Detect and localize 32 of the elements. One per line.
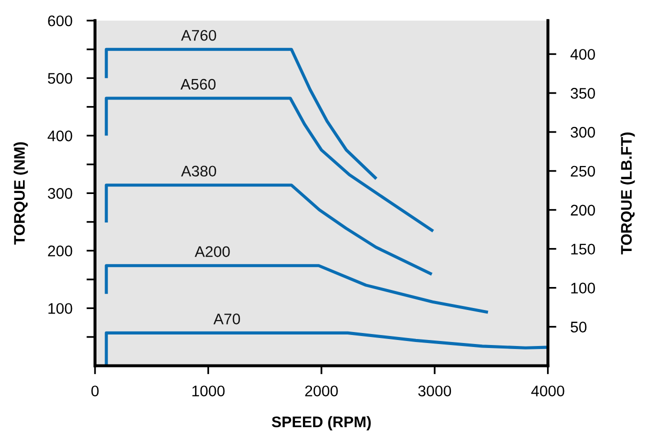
y2-tick-label: 350: [570, 88, 595, 99]
y-tick-label: 100: [48, 303, 72, 314]
line-series: [104, 184, 434, 276]
line-series: [104, 48, 378, 180]
y2-tick-label: 100: [571, 282, 595, 294]
y2-tick-label: 150: [571, 244, 595, 255]
x-tick-label: 2000: [305, 386, 338, 396]
series-label: A760: [181, 30, 216, 41]
y2-axis-title: TORQUE (LB.FT): [620, 132, 635, 254]
line-series: [104, 264, 490, 314]
line-series: [104, 96, 435, 233]
y-tick-label: 300: [48, 188, 72, 199]
series-label: A380: [181, 166, 216, 177]
y2-tick-label: 50: [570, 322, 586, 332]
y2-tick-label: 200: [570, 204, 595, 216]
x-tick-label: 3000: [418, 386, 452, 396]
x-tick-label: 4000: [531, 386, 564, 396]
x-tick-label: 0: [91, 386, 99, 396]
series-label: A70: [213, 314, 240, 324]
y-tick-label: 500: [48, 72, 72, 84]
series-label: A560: [180, 78, 216, 90]
line-series: [104, 331, 548, 366]
x-tick-label: 1000: [192, 386, 225, 396]
y-tick-label: 400: [48, 130, 72, 142]
y2-tick-label: 300: [570, 126, 595, 138]
series-label: A200: [194, 246, 230, 258]
y-axis-title: TORQUE (NM): [14, 142, 28, 245]
y-tick-label: 200: [48, 246, 72, 256]
x-axis-title: SPEED (RPM): [272, 416, 371, 430]
y2-tick-label: 400: [570, 48, 595, 60]
y2-tick-label: 250: [570, 166, 595, 177]
y-tick-label: 600: [48, 15, 72, 26]
